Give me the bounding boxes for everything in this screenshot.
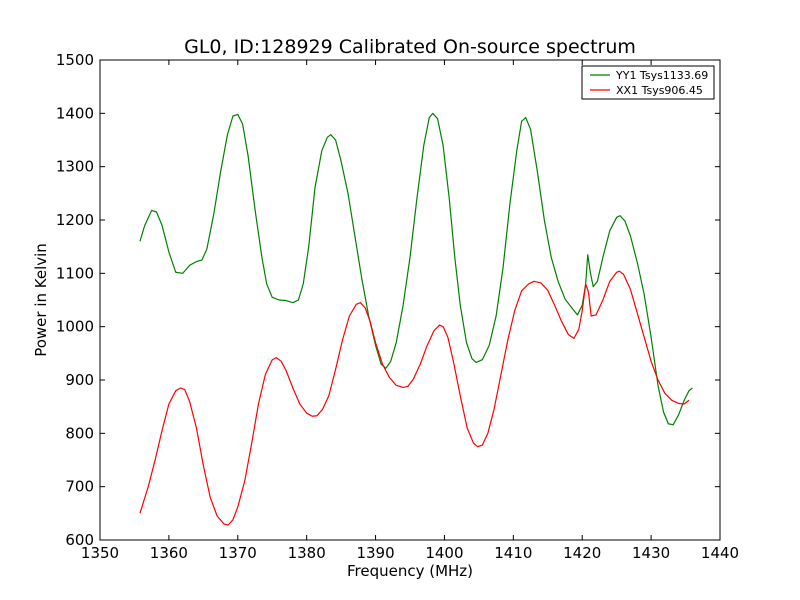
series-line-0 — [139, 112, 693, 426]
x-tick-label: 1360 — [150, 544, 188, 562]
x-axis-ticks: 1350 1360 1370 1380 1390 1400 1410 1420 1430 1440 — [81, 60, 739, 562]
legend-label-0: YY1 Tsys1133.69 — [615, 69, 708, 82]
y-tick-label: 900 — [65, 371, 94, 389]
x-tick-label: 1440 — [701, 544, 739, 562]
y-tick-label: 600 — [65, 531, 94, 549]
x-tick-label: 1400 — [425, 544, 463, 562]
chart-title: GL0, ID:128929 Calibrated On-source spec… — [184, 36, 636, 58]
y-tick-label: 1000 — [56, 318, 94, 336]
series-layer — [139, 112, 693, 526]
x-tick-label: 1350 — [81, 544, 119, 562]
y-tick-label: 1300 — [56, 158, 94, 176]
y-tick-label: 1200 — [56, 211, 94, 229]
series-line-1 — [139, 270, 690, 526]
x-tick-label: 1410 — [494, 544, 532, 562]
plot-frame — [99, 59, 721, 541]
legend-label-1: XX1 Tsys906.45 — [616, 84, 703, 97]
x-tick-label: 1420 — [563, 544, 601, 562]
y-tick-label: 800 — [65, 424, 94, 442]
x-tick-label: 1430 — [632, 544, 670, 562]
y-tick-label: 700 — [65, 478, 94, 496]
y-tick-label: 1500 — [56, 51, 94, 69]
y-axis-ticks: 600 700 800 900 1000 1100 1200 1300 1400 1500 — [56, 51, 720, 549]
x-tick-label: 1380 — [288, 544, 326, 562]
y-tick-label: 1100 — [56, 264, 94, 282]
legend-box — [581, 65, 715, 100]
y-tick-label: 1400 — [56, 104, 94, 122]
legend: YY1 Tsys1133.69 XX1 Tsys906.45 — [581, 65, 715, 100]
x-tick-label: 1390 — [356, 544, 394, 562]
y-axis-label: Power in Kelvin — [32, 243, 50, 357]
x-axis-label: Frequency (MHz) — [347, 562, 473, 580]
x-tick-label: 1370 — [219, 544, 257, 562]
